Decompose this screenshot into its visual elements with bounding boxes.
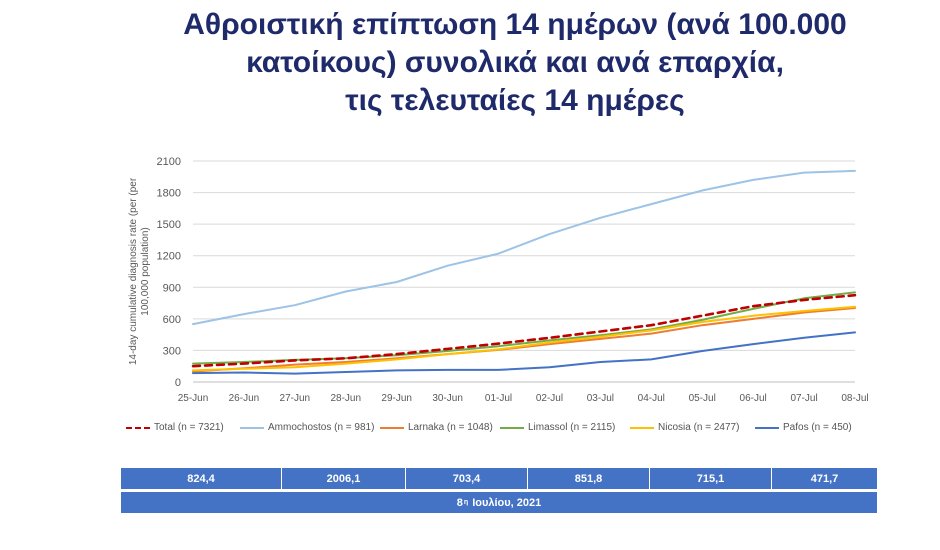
summary-date-day: 8 (456, 496, 463, 509)
y-tick-label: 0 (175, 377, 181, 389)
summary-value-total: 824,4 (121, 468, 282, 489)
x-tick-label: 03-Jul (587, 393, 614, 404)
legend-label: Pafos (n = 450) (783, 422, 852, 433)
legend-swatch (240, 426, 264, 429)
y-tick-label: 2100 (157, 156, 181, 168)
x-tick-label: 26-Jun (229, 393, 260, 404)
x-tick-label: 30-Jun (432, 393, 463, 404)
x-tick-label: 25-Jun (178, 393, 209, 404)
chart-title: Αθροιστική επίπτωση 14 ημέρων (ανά 100.0… (120, 6, 910, 120)
series-line-limassol (192, 291, 856, 365)
title-line-2: κατοίκους) συνολικά και ανά επαρχία, (246, 46, 784, 79)
legend-item-ammochostos: Ammochostos (n = 981) (240, 422, 374, 433)
series-line-larnaka (192, 307, 856, 373)
y-tick-label: 300 (163, 345, 181, 357)
legend-swatch (630, 426, 654, 429)
summary-date-rest: Ιουλίου, 2021 (472, 496, 542, 509)
x-tick-label: 29-Jun (381, 393, 412, 404)
y-tick-label: 1200 (157, 251, 181, 263)
series-line-total (191, 293, 857, 368)
legend-swatch (755, 426, 779, 429)
summary-values-row: 824,4 2006,1 703,4 851,8 715,1 471,7 (121, 468, 877, 489)
y-axis-label: 14-day cumulative diagnosis rate (per (p… (128, 177, 151, 365)
title-line-1: Αθροιστική επίπτωση 14 ημέρων (ανά 100.0… (183, 8, 847, 41)
title-line-3: τις τελευταίες 14 ημέρες (345, 84, 685, 117)
legend-swatch (500, 426, 524, 429)
x-tick-label: 02-Jul (536, 393, 563, 404)
y-tick-label: 900 (163, 282, 181, 294)
summary-date-sup: η (463, 499, 469, 506)
legend-item-nicosia: Nicosia (n = 2477) (630, 422, 739, 433)
summary-value-larnaka: 703,4 (406, 468, 528, 489)
summary-value-pafos: 471,7 (772, 468, 877, 489)
legend-swatch (126, 426, 150, 429)
x-tick-label: 01-Jul (485, 393, 512, 404)
y-tick-label: 1500 (157, 219, 181, 231)
legend-label: Nicosia (n = 2477) (658, 422, 740, 433)
summary-value-ammochostos: 2006,1 (282, 468, 406, 489)
line-chart: 0 300 600 900 1200 1500 1800 2100 25-Jun 26-Jun 27… (128, 156, 869, 404)
series-line-ammochostos (192, 169, 856, 326)
x-tick-label: 07-Jul (790, 393, 817, 404)
legend-item-larnaka: Larnaka (n = 1048) (380, 422, 493, 433)
summary-value-limassol: 851,8 (528, 468, 650, 489)
legend-label: Limassol (n = 2115) (528, 422, 616, 433)
legend-item-limassol: Limassol (n = 2115) (500, 422, 615, 433)
series-line-nicosia (192, 305, 856, 372)
x-tick-label: 27-Jun (280, 393, 311, 404)
y-tick-label: 1800 (157, 188, 181, 200)
x-tick-label: 04-Jul (638, 393, 665, 404)
legend-label: Ammochostos (n = 981) (268, 422, 375, 433)
y-tick-label: 600 (163, 314, 181, 326)
legend-label: Total (n = 7321) (154, 422, 224, 433)
chart-legend: Total (n = 7321) Ammochostos (n = 981) Lar… (120, 422, 900, 438)
legend-swatch (380, 426, 404, 429)
legend-label: Larnaka (n = 1048) (408, 422, 493, 433)
x-tick-label: 28-Jun (330, 393, 361, 404)
legend-item-pafos: Pafos (n = 450) (755, 422, 852, 433)
x-tick-label: 05-Jul (689, 393, 716, 404)
x-tick-label: 06-Jul (740, 393, 767, 404)
series-line-pafos (192, 331, 856, 375)
summary-value-nicosia: 715,1 (650, 468, 772, 489)
legend-item-total: Total (n = 7321) (126, 422, 224, 433)
x-tick-label: 08-Jul (841, 393, 868, 404)
